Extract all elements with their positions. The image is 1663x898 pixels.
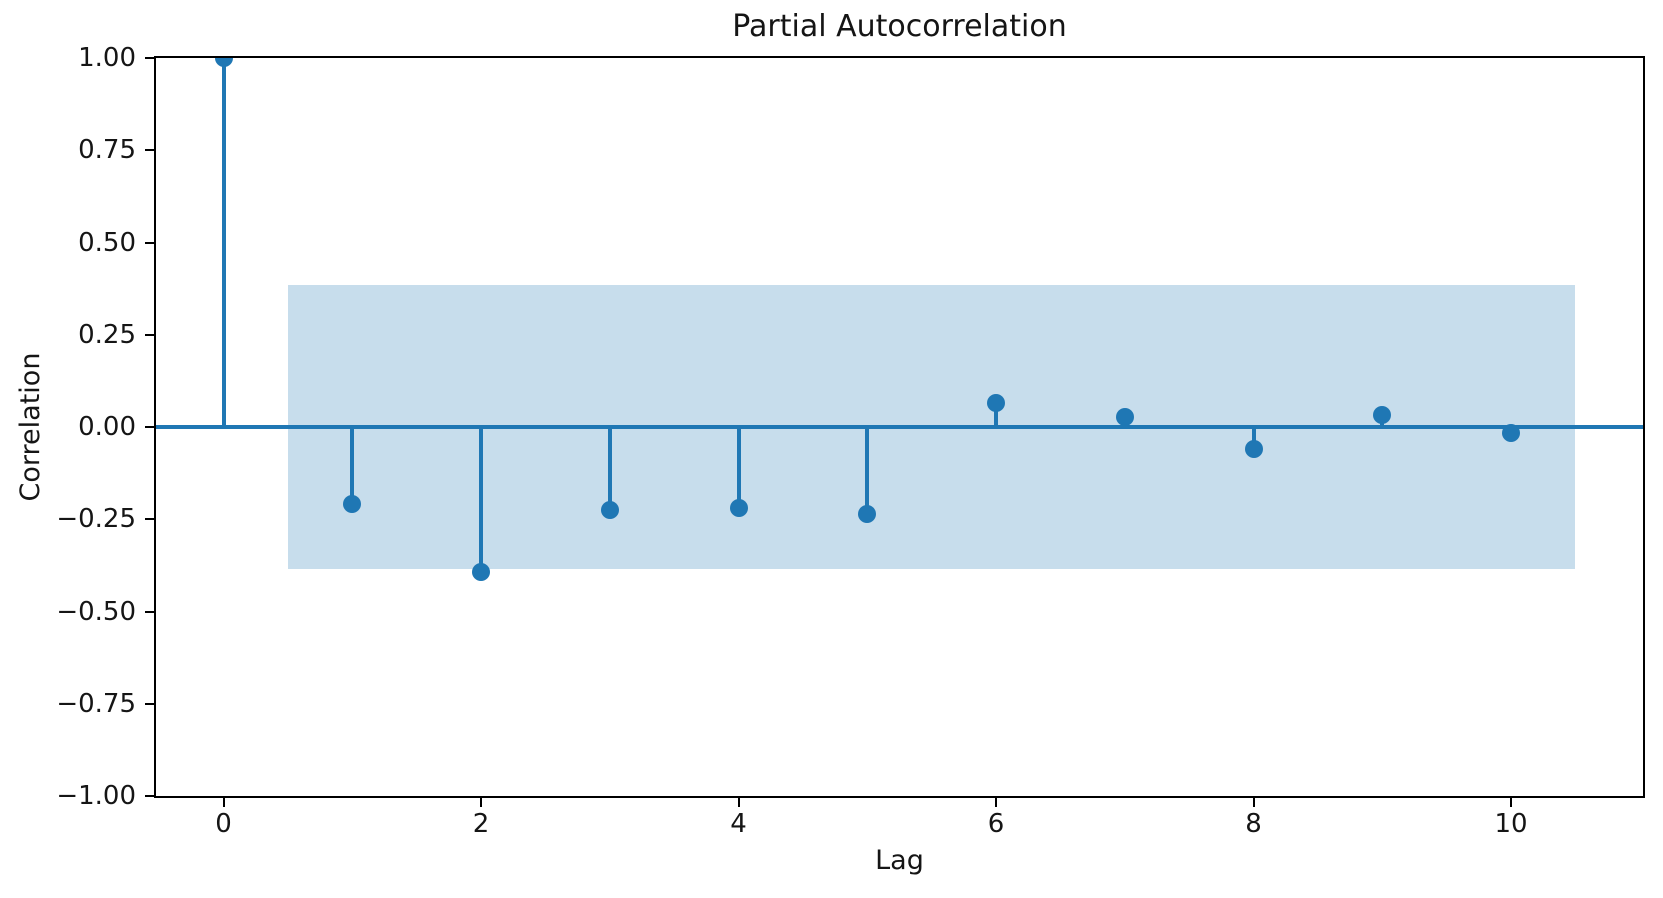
y-tick-label: −1.00: [56, 781, 136, 811]
x-tick-label: 10: [1494, 809, 1528, 839]
y-tick: [145, 702, 154, 705]
data-point-marker: [729, 499, 748, 518]
x-tick: [995, 798, 998, 807]
y-tick: [145, 241, 154, 244]
x-tick: [1252, 798, 1255, 807]
stem-line: [607, 427, 612, 511]
y-tick-label: −0.50: [56, 596, 136, 627]
stem-line: [736, 427, 741, 509]
data-point-marker: [214, 58, 233, 67]
x-tick-label: 8: [1245, 809, 1262, 839]
data-point-marker: [1244, 440, 1263, 459]
zero-line: [156, 424, 1643, 430]
data-point-marker: [858, 504, 877, 523]
x-axis-label: Lag: [875, 845, 924, 876]
y-tick-label: −0.25: [56, 504, 136, 535]
stem-line: [221, 58, 226, 427]
data-point-marker: [1115, 407, 1134, 426]
y-tick: [145, 149, 154, 152]
data-point-marker: [1502, 423, 1521, 442]
y-tick: [145, 518, 154, 521]
data-point-marker: [472, 562, 491, 581]
y-tick: [145, 795, 154, 797]
y-tick-label: 0.00: [78, 412, 136, 442]
data-point-marker: [1373, 405, 1392, 424]
chart-title: Partial Autocorrelation: [732, 9, 1067, 44]
y-tick-label: 1.00: [78, 43, 136, 73]
stem-line: [479, 427, 484, 572]
x-tick: [737, 798, 740, 807]
x-tick: [222, 798, 225, 807]
stem-line: [994, 403, 999, 427]
data-point-marker: [343, 495, 362, 514]
x-tick: [480, 798, 483, 807]
y-tick: [145, 426, 154, 428]
y-tick-label: −0.75: [56, 688, 136, 719]
plot-area: [154, 56, 1645, 798]
plot-canvas: [156, 58, 1643, 796]
y-tick: [145, 610, 154, 613]
data-point-marker: [600, 501, 619, 520]
stem-line: [350, 427, 355, 505]
y-tick-label: 0.25: [78, 319, 136, 350]
y-tick-label: 0.50: [78, 227, 136, 258]
stem-line: [865, 427, 870, 514]
x-tick-label: 2: [472, 809, 490, 839]
data-point-marker: [987, 394, 1006, 412]
x-tick-label: 6: [987, 809, 1005, 839]
y-tick-label: 0.75: [78, 135, 136, 166]
x-tick-label: 0: [215, 809, 232, 839]
x-tick: [1510, 798, 1513, 807]
x-tick-label: 4: [730, 809, 747, 839]
stem-line: [1251, 427, 1256, 450]
y-tick: [145, 333, 154, 336]
y-tick: [145, 57, 154, 59]
